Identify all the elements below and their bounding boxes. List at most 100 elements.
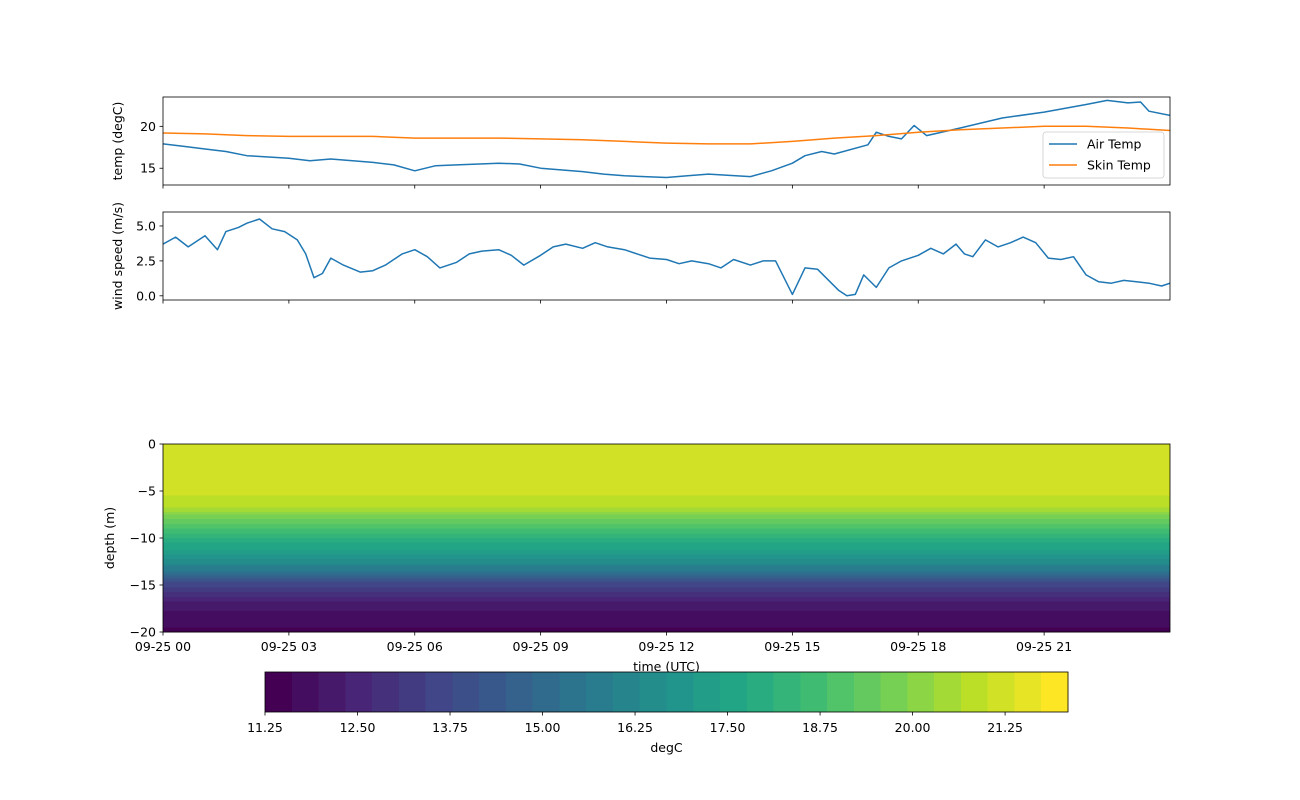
heatmap-band [163,486,1170,490]
colorbar-segment [1041,672,1069,712]
x-tick-label: 09-25 21 [1016,639,1072,654]
series-line-0 [163,218,1170,297]
colorbar-segment [479,672,507,712]
heatmap-band [163,512,1170,516]
colorbar-segment [639,672,667,712]
heatmap-band [163,540,1170,544]
colorbar-tick-label: 18.75 [802,720,838,735]
colorbar-segment [291,672,320,712]
heatmap-band [163,488,1170,492]
x-axis-label: time (UTC) [633,659,700,674]
y-tick-label: 0.0 [136,288,156,303]
heatmap-band [163,606,1170,610]
heatmap-band [163,542,1170,546]
y-tick-label: −15 [130,578,156,593]
x-tick-label: 09-25 09 [513,639,569,654]
y-tick-label: −20 [130,625,156,640]
legend-entry: Skin Temp [1087,158,1151,173]
heatmap-band [163,624,1170,628]
x-tick-label: 09-25 12 [638,639,694,654]
heatmap-band [163,556,1170,560]
heatmap-band [163,469,1170,473]
colorbar-segment [960,672,989,712]
heatmap-band [163,498,1170,501]
colorbar-segment [398,672,427,712]
colorbar-segment [720,672,748,712]
heatmap-band [163,523,1170,527]
colorbar-segment [265,672,293,712]
heatmap-band [163,620,1170,624]
colorbar-segment [934,672,962,712]
colorbar-segment [827,672,855,712]
colorbar-tick-label: 20.00 [895,720,931,735]
heatmap-band [163,519,1170,523]
colorbar-segment [880,672,908,712]
heatmap-band [163,481,1170,485]
colorbar-segment [693,672,721,712]
heatmap-band [163,568,1170,572]
heatmap-band [163,509,1170,513]
heatmap-band [163,566,1170,570]
heatmap-band [163,493,1170,497]
colorbar-tick-label: 16.25 [617,720,653,735]
heatmap-band [163,483,1170,487]
heatmap-band [163,465,1170,469]
heatmap-band [163,514,1170,518]
axes-frame [162,96,1171,186]
heatmap-band [163,594,1170,598]
colorbar-segment [559,672,587,712]
heatmap-band [163,479,1170,483]
x-tick-label: 09-25 06 [387,639,443,654]
heatmap-band [163,453,1170,457]
heatmap-band [163,629,1170,633]
heatmap-band [163,458,1170,462]
colorbar-segment [907,672,935,712]
colorbar-segment [773,672,801,712]
heatmap-band [163,577,1170,581]
heatmap-band [163,589,1170,593]
heatmap-band [163,592,1170,595]
heatmap-band [163,533,1170,537]
wind-panel: 0.0 2.5 5.0 wind speed (m/s) [110,202,1171,310]
heatmap-band [163,575,1170,579]
heatmap-band [163,601,1170,605]
x-tick-label: 09-25 15 [764,639,820,654]
y-tick-label: 5.0 [136,218,156,233]
heatmap-band [163,622,1170,626]
heatmap-band [163,476,1170,480]
heatmap-band [163,573,1170,577]
heatmap-band [163,462,1170,466]
heatmap-band [163,451,1170,454]
heatmap-band [163,474,1170,478]
heatmap-band [163,563,1170,567]
heatmap-band [163,603,1170,607]
y-tick-label: 0 [148,437,156,452]
heatmap-band [163,516,1170,520]
x-tick-label: 09-25 00 [135,639,191,654]
colorbar-tick-label: 12.50 [340,720,376,735]
y-tick-label: 15 [140,161,156,176]
colorbar-segment [372,672,400,712]
heatmap-band [163,613,1170,617]
y-axis-label: wind speed (m/s) [110,202,125,310]
heatmap-band [163,530,1170,534]
heatmap-band [163,615,1170,619]
heatmap-band [163,561,1170,565]
heatmap-band [163,505,1170,509]
colorbar-tick-label: 13.75 [432,720,468,735]
series-line-skin-temp [163,125,1170,145]
colorbar-label: degC [650,740,683,755]
heatmap-band [163,467,1170,471]
colorbar-tick-label: 15.00 [525,720,561,735]
heatmap-band [163,472,1170,476]
series-line-air-temp [163,99,1170,179]
y-tick-label: −10 [130,531,156,546]
heatmap-band [163,528,1170,532]
colorbar-segment [800,672,828,712]
legend-entry: Air Temp [1087,137,1142,152]
axes-frame [162,211,1171,301]
temp-panel: 15 20 temp (degC) Air Temp Skin Temp [110,96,1171,189]
x-tick-label: 09-25 03 [261,639,317,654]
colorbar-frame [264,671,1069,713]
